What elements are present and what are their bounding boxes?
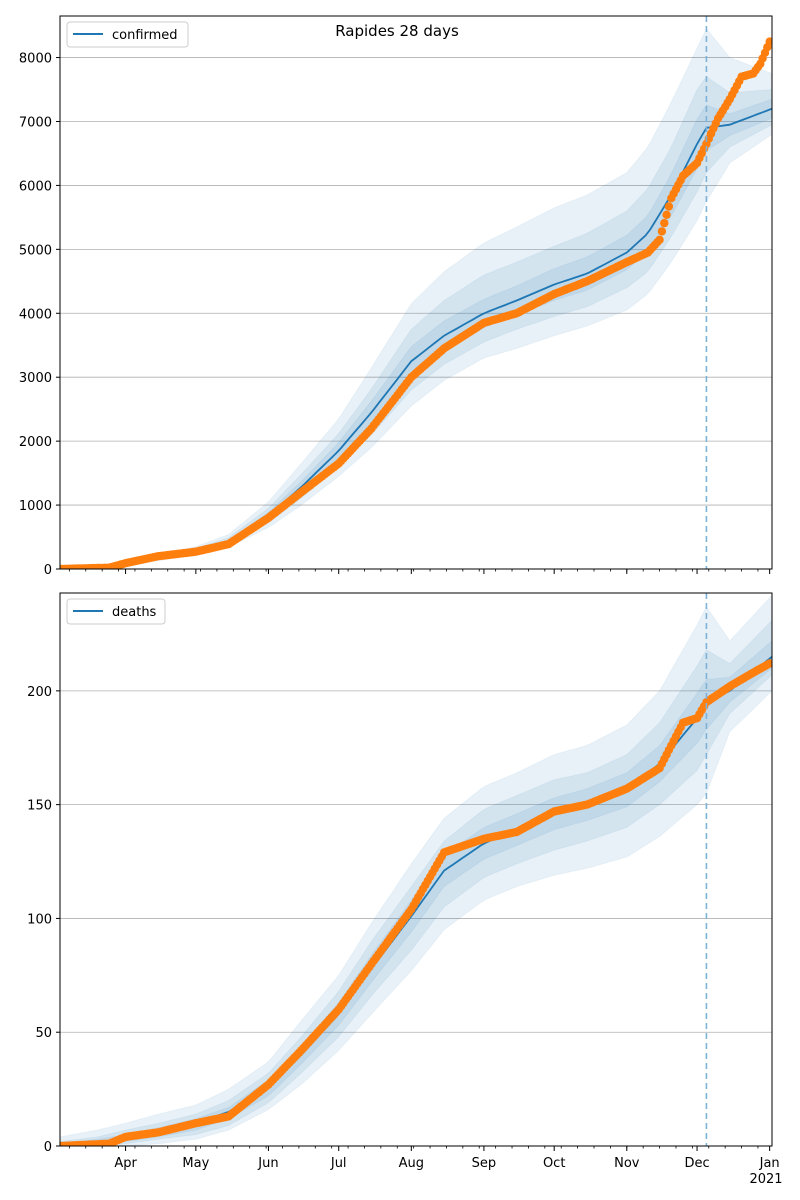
x-tick-label: Apr bbox=[114, 1156, 137, 1171]
x-tick-label: Aug bbox=[399, 1156, 424, 1171]
confirmed-observed-point bbox=[662, 210, 671, 219]
confirmed-observed-point bbox=[664, 202, 674, 211]
deaths-band-2 bbox=[60, 619, 772, 1146]
confirmed-y-tick-label: 0 bbox=[44, 563, 52, 578]
deaths-gridlines bbox=[60, 690, 772, 1033]
confirmed-y-tick-label: 8000 bbox=[19, 52, 52, 67]
x-tick-label: Dec bbox=[684, 1156, 709, 1171]
x-tick-label: Jan bbox=[759, 1156, 780, 1171]
confirmed-y-tick-label: 1000 bbox=[19, 499, 52, 514]
x-tick-label: Jul bbox=[330, 1156, 347, 1171]
confirmed-legend-label: confirmed bbox=[112, 28, 178, 43]
confirmed-y-tick-label: 6000 bbox=[19, 179, 52, 194]
deaths-y-tick-label: 0 bbox=[44, 1140, 52, 1155]
deaths-y-tick-label: 200 bbox=[27, 685, 52, 700]
confirmed-band-2 bbox=[60, 76, 772, 569]
deaths-legend-label: deaths bbox=[112, 605, 157, 620]
deaths-panel: 0 50 100 150 200 Apr May Jun Jul Aug Sep Oct Nov Dec… bbox=[27, 592, 783, 1187]
chart-title: Rapides 28 days bbox=[335, 22, 459, 40]
confirmed-y-tick-label: 4000 bbox=[19, 307, 52, 322]
confirmed-band-1 bbox=[60, 27, 772, 569]
deaths-y-tick-label: 150 bbox=[27, 799, 52, 814]
x-tick-label: Sep bbox=[472, 1156, 497, 1171]
confirmed-legend: confirmed bbox=[66, 21, 189, 48]
deaths-observed-points bbox=[60, 659, 772, 1146]
x-tick-label: May bbox=[182, 1156, 209, 1171]
x-tick-label: Jun bbox=[257, 1156, 278, 1171]
deaths-axes-frame bbox=[59, 592, 773, 1147]
confirmed-y-tick-label: 2000 bbox=[19, 435, 52, 450]
deaths-y-axis: 0 50 100 150 200 bbox=[27, 685, 60, 1155]
x-tick-label: Nov bbox=[614, 1156, 640, 1171]
deaths-observed-point bbox=[765, 659, 772, 668]
deaths-y-tick-label: 50 bbox=[35, 1026, 52, 1041]
deaths-x-axis: Apr May Jun Jul Aug Sep Oct Nov Dec Jan bbox=[68, 1146, 780, 1171]
deaths-band-1 bbox=[60, 594, 772, 1146]
confirmed-observed-point bbox=[657, 227, 667, 236]
x-tick-label: Oct bbox=[543, 1156, 565, 1171]
confirmed-uncertainty-bands bbox=[60, 27, 772, 569]
confirmed-y-tick-label: 5000 bbox=[19, 243, 52, 258]
deaths-y-tick-label: 100 bbox=[27, 912, 52, 927]
confirmed-observed-point bbox=[765, 37, 772, 46]
confirmed-y-axis: 0 1000 2000 3000 4000 5000 6000 7000 8000 bbox=[19, 52, 60, 578]
confirmed-observed-point bbox=[660, 218, 669, 228]
confirmed-axes-frame bbox=[59, 15, 773, 570]
deaths-uncertainty-bands bbox=[60, 594, 772, 1146]
x-axis-year-label: 2021 bbox=[749, 1172, 782, 1187]
confirmed-y-tick-label: 3000 bbox=[19, 371, 52, 386]
confirmed-x-axis-ticks bbox=[68, 569, 771, 574]
confirmed-panel: 0 1000 2000 3000 4000 5000 6000 7000 8000 confir… bbox=[19, 15, 773, 578]
confirmed-observed-point bbox=[655, 235, 664, 244]
deaths-legend: deaths bbox=[66, 598, 166, 625]
confirmed-observed-points bbox=[60, 37, 772, 569]
confirmed-y-tick-label: 7000 bbox=[19, 115, 52, 130]
